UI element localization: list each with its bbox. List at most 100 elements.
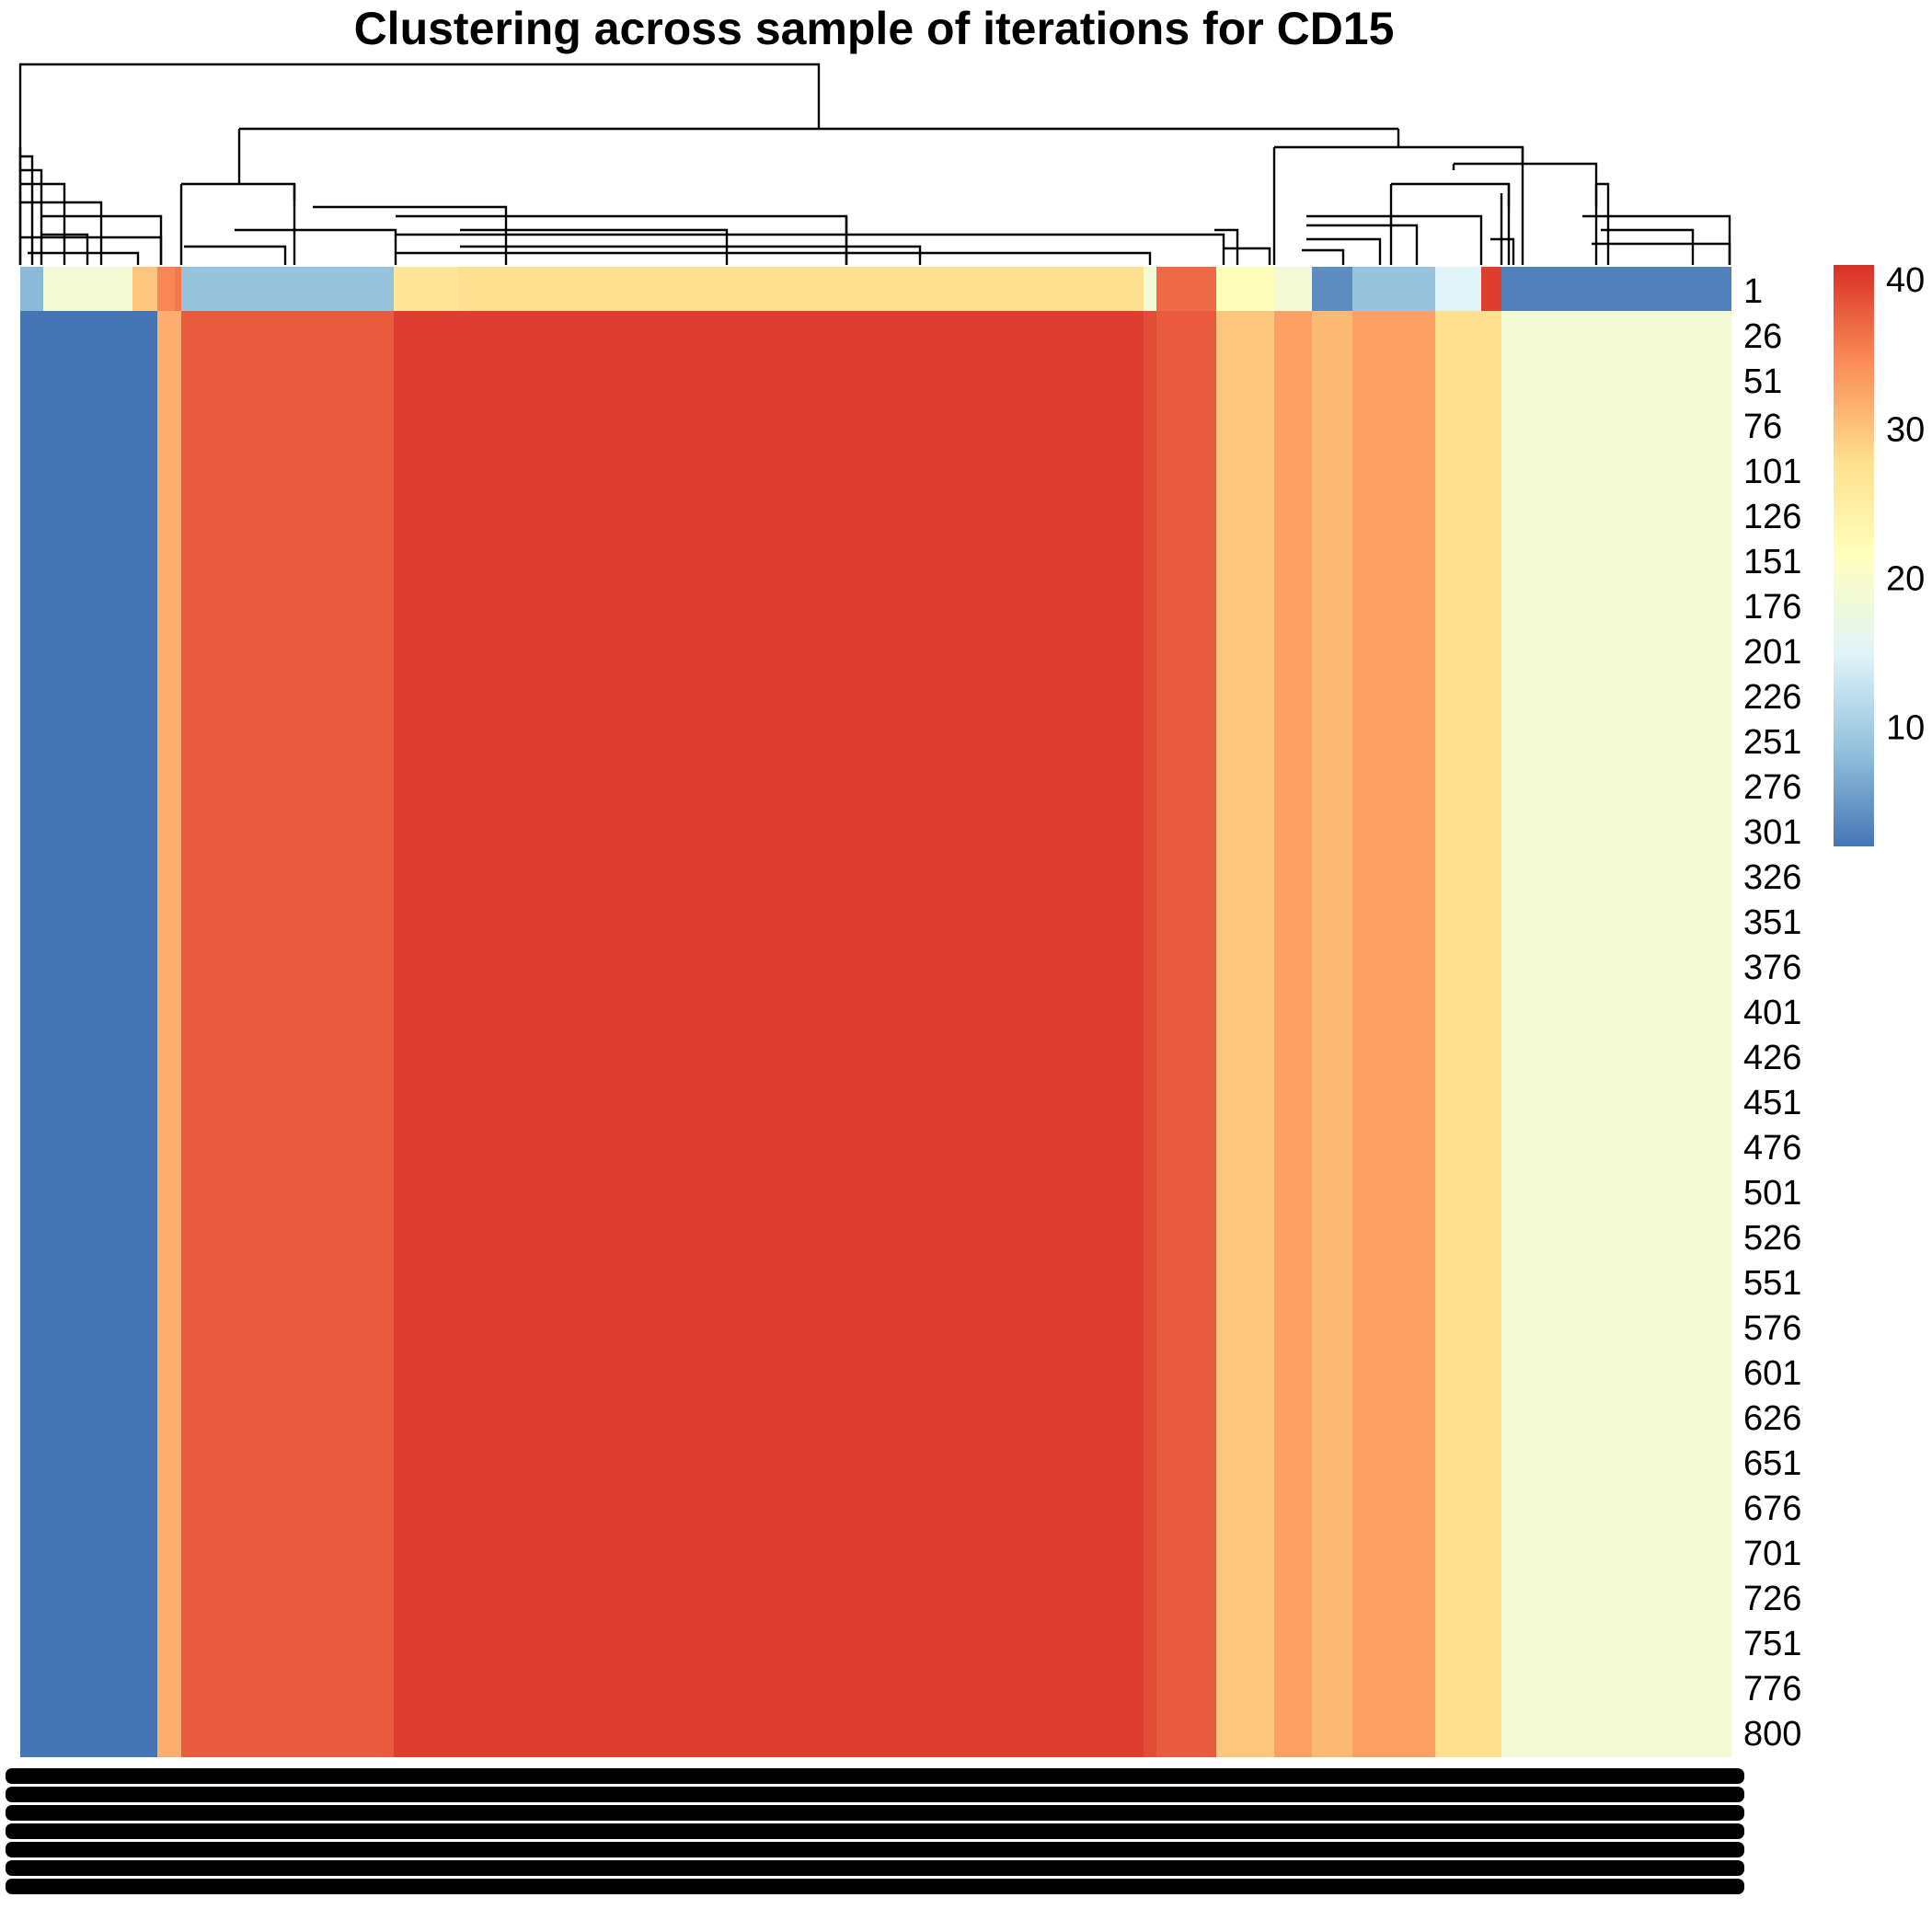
dendrogram-branch	[460, 245, 922, 265]
heatmap-cell-body	[1144, 311, 1157, 1757]
dendrogram-branch	[41, 233, 89, 265]
dendrogram-branch	[20, 182, 66, 265]
heatmap-cell-top	[1501, 267, 1732, 311]
row-label: 176	[1743, 588, 1801, 627]
heatmap-cell-top	[181, 267, 395, 311]
dendrogram-branch	[396, 214, 848, 265]
heatmap-cell-body	[157, 311, 176, 1757]
dendrogram-branch	[396, 233, 1225, 265]
dendrogram-branch	[20, 168, 43, 265]
row-label: 276	[1743, 768, 1801, 807]
heatmap-cell-body	[175, 311, 182, 1757]
column-label-block	[6, 1823, 1744, 1839]
row-label: 126	[1743, 498, 1801, 536]
heatmap-cell-top	[1435, 267, 1482, 311]
row-label: 351	[1743, 903, 1801, 942]
heatmap-cell-body	[1731, 311, 1732, 1757]
heatmap-cell-top	[157, 267, 176, 311]
heatmap-cell-body	[1312, 311, 1353, 1757]
dendrogram-branch	[1302, 248, 1345, 265]
row-label: 800	[1743, 1715, 1801, 1754]
column-label-block	[6, 1768, 1744, 1784]
dendrogram-branch	[1454, 162, 1598, 265]
row-label: 526	[1743, 1219, 1801, 1258]
dendrogram-branch	[1592, 242, 1731, 265]
heatmap-cell-body	[1274, 311, 1313, 1757]
dendrogram-branch	[1306, 214, 1483, 265]
heatmap-cell-body	[458, 311, 1144, 1757]
row-label: 301	[1743, 813, 1801, 852]
row-labels: 1265176101126151176201226251276301326351…	[1743, 272, 1801, 1754]
row-label: 776	[1743, 1670, 1801, 1708]
heatmap-cell-top	[1216, 267, 1275, 311]
heatmap-cell-top	[394, 267, 459, 311]
heatmap-cell-top	[1352, 267, 1436, 311]
dendrogram-branch	[396, 251, 1152, 265]
row-label: 51	[1743, 362, 1782, 401]
row-label: 251	[1743, 723, 1801, 762]
heatmap-cell-body	[394, 311, 459, 1757]
column-label-block	[6, 1860, 1744, 1876]
column-label-block	[6, 1805, 1744, 1821]
heatmap-cell-top	[132, 267, 158, 311]
colorbar-tick-label: 10	[1886, 708, 1925, 747]
heatmap-cell-body	[1501, 311, 1732, 1757]
dendrogram-branch	[181, 182, 296, 265]
dendrogram-branch	[1306, 224, 1419, 265]
column-label-block	[6, 1879, 1744, 1894]
row-label: 151	[1743, 543, 1801, 581]
dendrogram-branch	[1306, 237, 1382, 265]
colorbar-tick-label: 40	[1886, 261, 1925, 300]
dendrogram-branch	[184, 245, 287, 265]
colorbar-tick-label: 30	[1886, 410, 1925, 449]
column-label-block	[6, 1842, 1744, 1857]
heatmap-cell-body	[44, 311, 133, 1757]
heatmap-cell-body	[181, 311, 395, 1757]
row-label: 601	[1743, 1354, 1801, 1393]
dendrogram-branch	[41, 214, 163, 265]
colorbar-tick-label: 20	[1886, 559, 1925, 598]
row-label: 1	[1743, 272, 1763, 311]
row-label: 326	[1743, 858, 1801, 897]
heatmap-cell-top	[1144, 267, 1157, 311]
dendrogram-branch	[1214, 228, 1239, 265]
heatmap-cell-body	[1435, 311, 1482, 1757]
row-label: 726	[1743, 1580, 1801, 1618]
heatmap-cells	[20, 267, 1732, 1757]
row-label: 401	[1743, 994, 1801, 1032]
column-labels-obscured	[6, 1768, 1744, 1894]
row-label: 651	[1743, 1444, 1801, 1483]
row-label: 476	[1743, 1129, 1801, 1167]
heatmap-cell-top	[1274, 267, 1313, 311]
dendrogram-branch	[28, 251, 140, 265]
heatmap-cell-body	[1481, 311, 1502, 1757]
heatmap-cell-top	[1312, 267, 1353, 311]
heatmap-cell-top	[43, 267, 45, 311]
heatmap-cell-top	[20, 267, 44, 311]
dendrogram-branch	[1596, 182, 1610, 265]
row-label: 26	[1743, 317, 1782, 356]
row-label: 76	[1743, 408, 1782, 446]
dendrogram-branch	[1601, 228, 1695, 265]
dendrogram-branch	[1490, 237, 1515, 265]
colorbar	[1834, 265, 1874, 846]
row-label: 501	[1743, 1174, 1801, 1213]
heatmap-cell-top	[458, 267, 1144, 311]
row-label: 101	[1743, 453, 1801, 491]
column-label-block	[6, 1787, 1744, 1802]
heatmap-cell-top	[175, 267, 182, 311]
color-legend: 10 20 30 40	[1834, 261, 1925, 846]
row-label: 426	[1743, 1039, 1801, 1077]
dendrogram-branch	[20, 155, 34, 265]
chart-title: Clustering across sample of iterations f…	[353, 3, 1395, 54]
row-label: 576	[1743, 1309, 1801, 1348]
heatmap-cell-body	[1216, 311, 1275, 1757]
heatmap-cell-top	[1156, 267, 1217, 311]
row-label: 676	[1743, 1489, 1801, 1528]
row-label: 226	[1743, 678, 1801, 717]
heatmap-cell-body	[132, 311, 158, 1757]
row-label: 751	[1743, 1625, 1801, 1663]
row-label: 201	[1743, 633, 1801, 672]
row-label: 451	[1743, 1084, 1801, 1122]
heatmap-cell-top	[1731, 267, 1732, 311]
